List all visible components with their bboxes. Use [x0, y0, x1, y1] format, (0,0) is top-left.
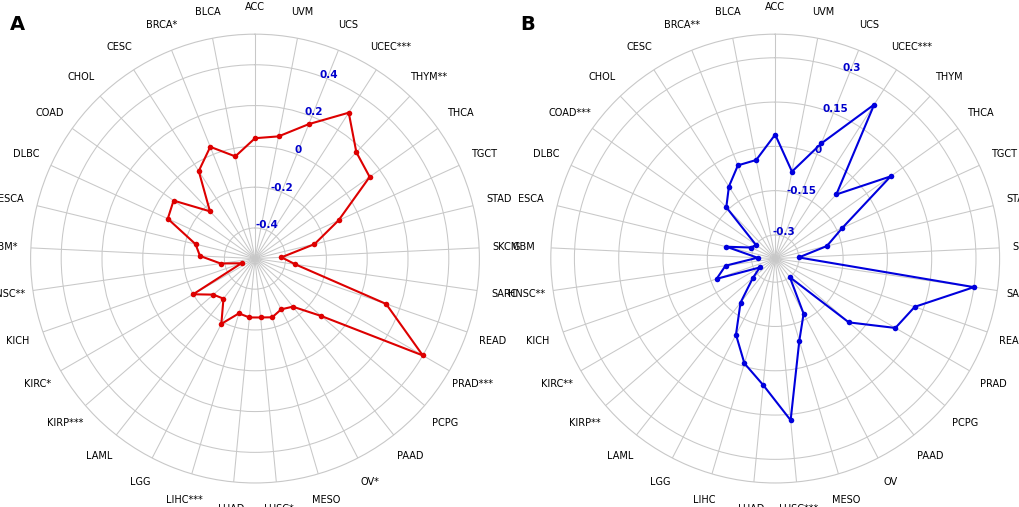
- Point: [270, 132, 286, 140]
- Point: [191, 167, 207, 175]
- Point: [708, 275, 725, 283]
- Point: [965, 283, 981, 291]
- Point: [273, 254, 289, 262]
- Point: [378, 300, 394, 308]
- Point: [782, 416, 798, 424]
- Point: [887, 324, 903, 332]
- Point: [783, 167, 799, 175]
- Point: [213, 320, 229, 328]
- Point: [233, 259, 250, 267]
- Point: [273, 305, 289, 313]
- Text: B: B: [520, 15, 534, 34]
- Point: [227, 153, 244, 161]
- Point: [716, 262, 733, 270]
- Point: [736, 359, 752, 368]
- Point: [313, 312, 329, 320]
- Point: [751, 263, 767, 271]
- Point: [906, 303, 922, 311]
- Point: [732, 299, 748, 307]
- Point: [717, 243, 734, 251]
- Point: [747, 241, 763, 249]
- Point: [812, 139, 828, 148]
- Point: [230, 309, 247, 317]
- Point: [766, 130, 783, 138]
- Point: [184, 290, 201, 298]
- Point: [212, 260, 228, 268]
- Point: [742, 243, 758, 251]
- Point: [361, 173, 377, 181]
- Point: [728, 331, 744, 339]
- Point: [834, 224, 850, 232]
- Point: [330, 216, 346, 225]
- Point: [749, 254, 765, 262]
- Point: [415, 351, 431, 359]
- Point: [747, 156, 763, 164]
- Point: [781, 273, 797, 281]
- Point: [840, 318, 856, 327]
- Point: [790, 254, 806, 262]
- Point: [865, 100, 881, 108]
- Point: [287, 260, 304, 268]
- Point: [165, 197, 181, 205]
- Point: [340, 108, 357, 117]
- Point: [347, 148, 364, 156]
- Point: [202, 143, 218, 151]
- Point: [818, 242, 835, 250]
- Point: [192, 252, 208, 260]
- Point: [795, 310, 811, 318]
- Point: [247, 134, 263, 142]
- Point: [717, 203, 734, 211]
- Point: [729, 161, 745, 169]
- Point: [284, 303, 301, 311]
- Point: [253, 313, 269, 321]
- Point: [881, 172, 898, 180]
- Point: [264, 313, 280, 321]
- Point: [240, 313, 257, 321]
- Point: [827, 191, 844, 199]
- Point: [205, 291, 221, 299]
- Point: [202, 207, 218, 215]
- Point: [301, 120, 317, 128]
- Point: [720, 183, 737, 191]
- Point: [215, 295, 231, 303]
- Point: [159, 214, 175, 223]
- Point: [754, 381, 770, 389]
- Point: [791, 337, 807, 345]
- Text: A: A: [10, 15, 25, 34]
- Point: [744, 274, 760, 282]
- Point: [187, 240, 204, 248]
- Point: [306, 240, 322, 248]
